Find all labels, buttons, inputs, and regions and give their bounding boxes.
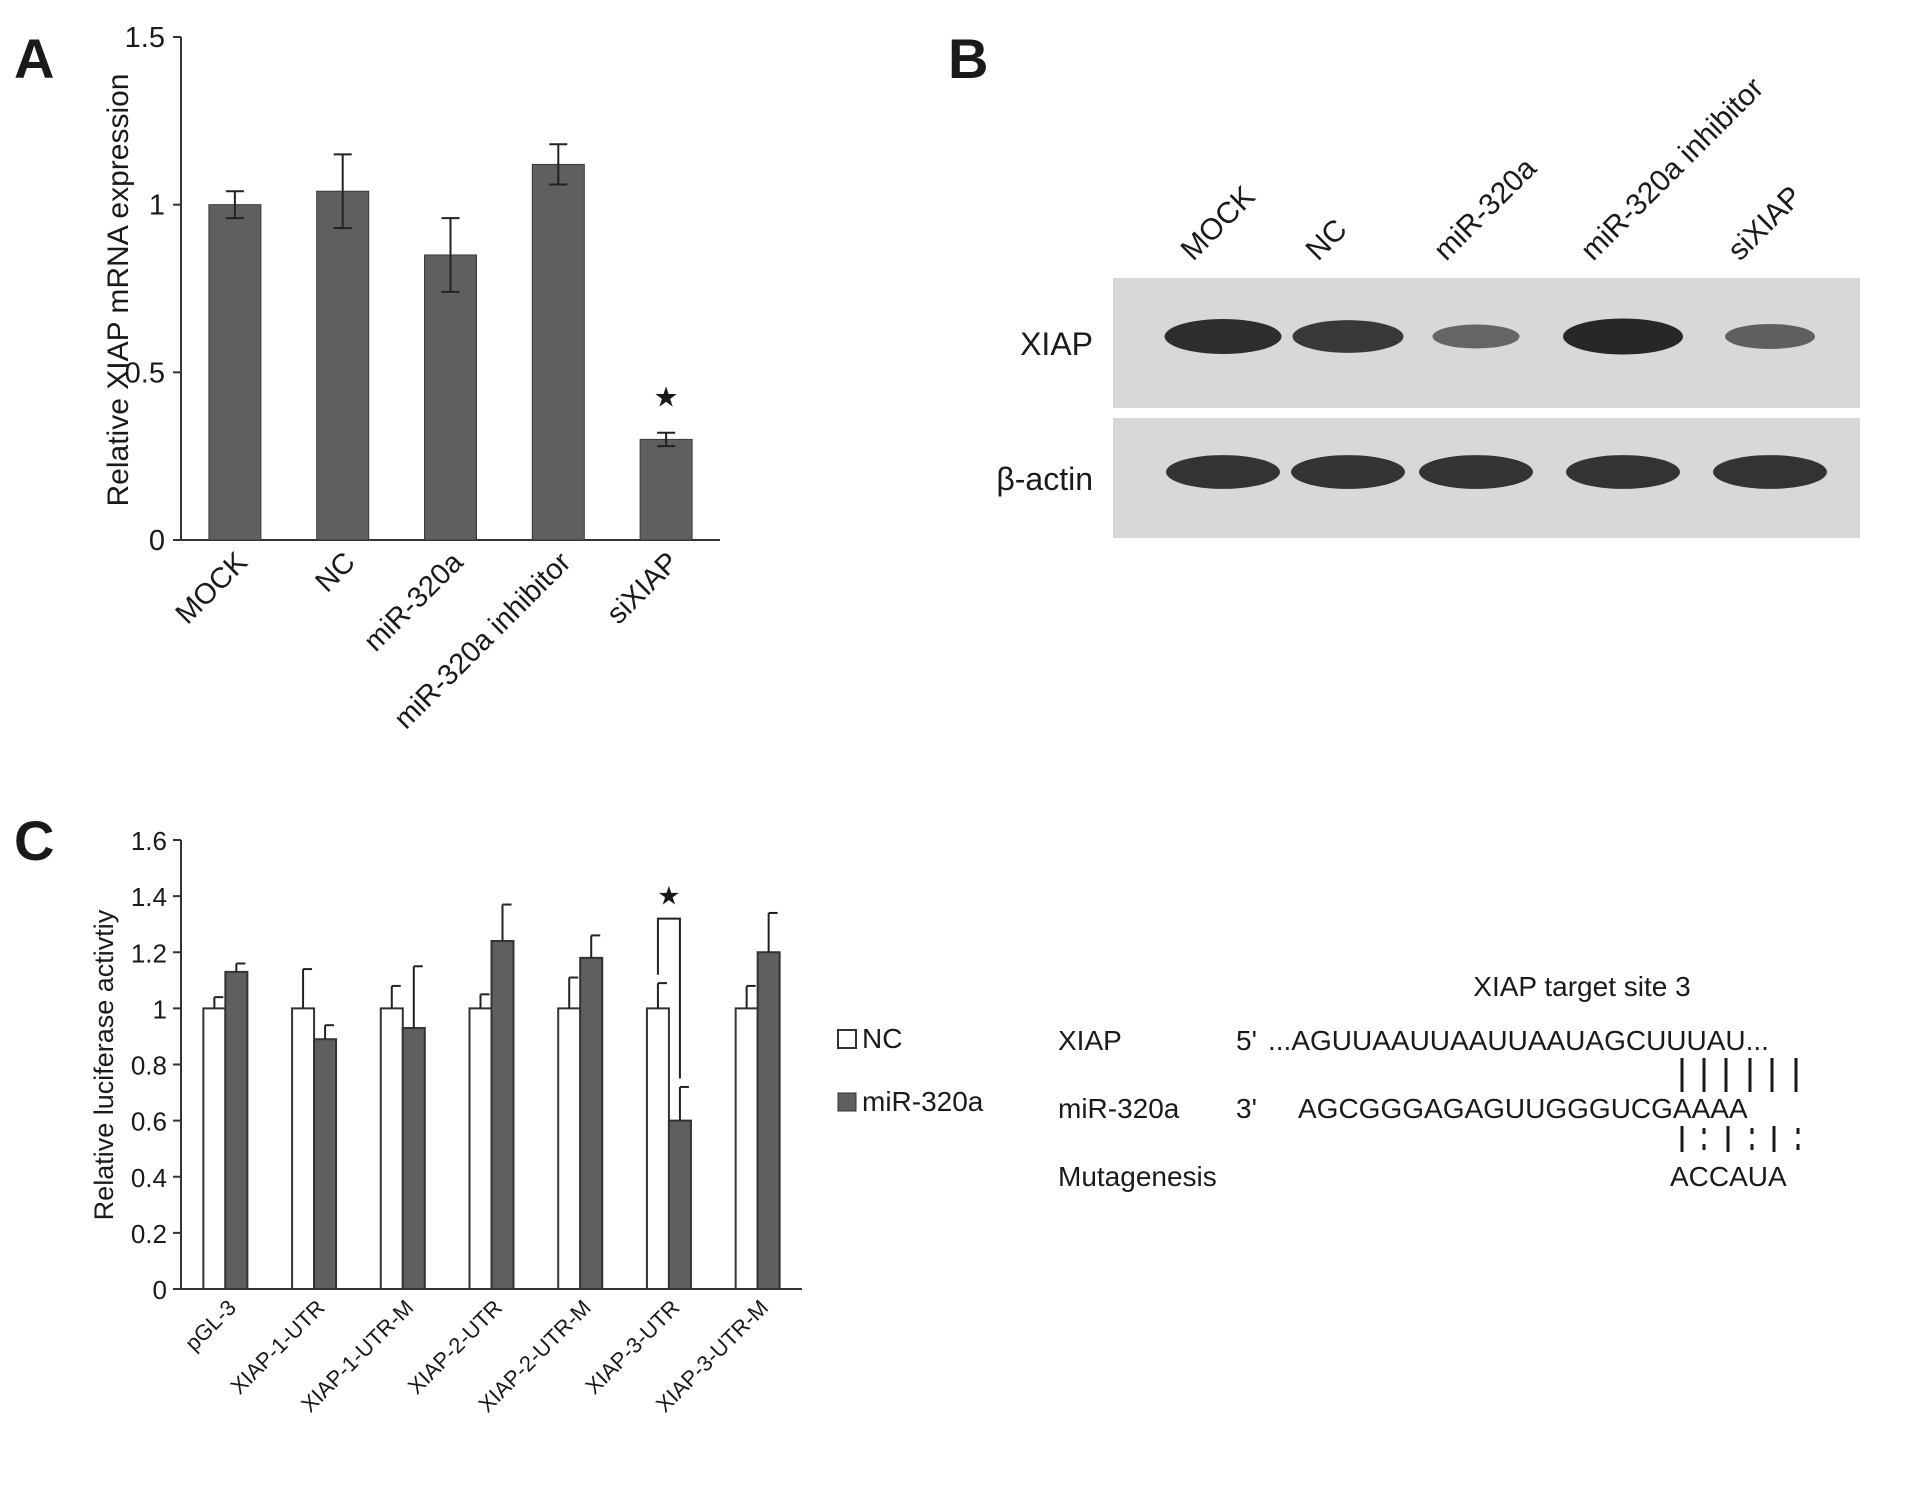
- chart-c-bar-mir-320a-xiap-1-utr-m: [401, 1027, 426, 1291]
- chart-c-bar-mir-320a-pgl-3: [224, 970, 249, 1290]
- chart-c-ytick-label: 0.2: [131, 1219, 167, 1249]
- chart-a-xtick-label-mir-320a-inhibitor: miR-320a inhibitor: [388, 546, 577, 735]
- panel-letter-b: B: [948, 27, 988, 90]
- sequence-row-label-mutagenesis: Mutagenesis: [1058, 1161, 1217, 1192]
- chart-a-xtick-label-mir-320a: miR-320a: [358, 546, 470, 658]
- chart-a-ytick-label: 1.5: [125, 22, 165, 54]
- blot-band-actin: [1566, 455, 1680, 489]
- sequence-xiap: ...AGUUAAUUAAUUAAUAGCUUUAU...: [1268, 1025, 1769, 1056]
- chart-c-bar-nc-pgl-3: [202, 1007, 227, 1290]
- sequence-title: XIAP target site 3: [1473, 971, 1690, 1002]
- chart-c-ytick-label: 1: [153, 994, 167, 1024]
- chart-c-significance-bracket: [656, 917, 681, 1079]
- chart-c-ytick-label: 0.8: [131, 1051, 167, 1081]
- chart-c-ytick-label: 1.4: [131, 882, 167, 912]
- sequence-mutagenesis: ACCAUA: [1670, 1161, 1787, 1192]
- chart-a-ytick-label: 0.5: [125, 357, 165, 389]
- chart-a-xtick-label-mock: MOCK: [170, 546, 255, 631]
- panel-letter-a: A: [14, 27, 54, 90]
- chart-c-ytick-label: 1.6: [131, 826, 167, 856]
- chart-c-ytick-label: 0: [153, 1275, 167, 1305]
- western-blot: MOCK NC miR-320a miR-320a inhibitorsiXIAPXI…: [996, 71, 1860, 538]
- legend-label-nc: NC: [862, 1023, 902, 1054]
- blot-band-xiap: [1164, 319, 1282, 354]
- chart-a-ylabel: Relative XIAP mRNA expression: [102, 74, 135, 507]
- blot-band-xiap: [1292, 320, 1404, 353]
- chart-c: Relative luciferase activtiy 0 0.2 0.4 0.6 0…: [89, 826, 802, 1417]
- blot-band-actin: [1713, 455, 1827, 489]
- chart-c-ytick-label: 1.2: [131, 938, 167, 968]
- sequence-row-end-mir320a: 3': [1236, 1093, 1257, 1124]
- chart-c-legend: NC miR-320a: [837, 1023, 984, 1117]
- blot-row-label-actin: β-actin: [996, 461, 1093, 497]
- chart-a-significance-star: ★: [654, 382, 679, 413]
- chart-c-bar-mir-320a-xiap-3-utr-m: [756, 951, 781, 1290]
- chart-c-bar-nc-xiap-3-utr: [645, 1007, 670, 1290]
- chart-a: Relative XIAP mRNA expression 0 0.5 1 1.5 MO…: [102, 22, 720, 735]
- chart-a-bar-sixiap: [639, 438, 693, 541]
- chart-c-ytick-label: 0.6: [131, 1107, 167, 1137]
- sequence-row-end-xiap: 5': [1236, 1025, 1257, 1056]
- chart-c-bar-nc-xiap-1-utr: [291, 1007, 316, 1290]
- chart-c-bar-mir-320a-xiap-2-utr-m: [579, 956, 604, 1290]
- legend-swatch-nc: [837, 1029, 857, 1049]
- chart-c-ylabel: Relative luciferase activtiy: [89, 909, 119, 1220]
- sequence-row-label-mir320a: miR-320a: [1058, 1093, 1180, 1124]
- pairing-lines-bottom: [1680, 1126, 1800, 1152]
- chart-c-bar-nc-xiap-3-utr-m: [734, 1007, 759, 1290]
- chart-a-ytick-label: 1: [149, 190, 165, 222]
- panel-letter-c: C: [14, 809, 54, 872]
- chart-c-xtick-label-pgl-3: pGL-3: [180, 1295, 241, 1356]
- chart-c-bar-nc-xiap-2-utr: [468, 1007, 493, 1290]
- sequence-alignment: XIAP target site 3 XIAP 5' ...AGUUAAUUAA…: [1058, 971, 1800, 1192]
- chart-a-bar-mock: [208, 204, 262, 541]
- sequence-mir320a: AGCGGGAGAGUUGGGUCGAAAA: [1298, 1093, 1748, 1124]
- legend-swatch-mir320a: [837, 1092, 857, 1112]
- pairing-lines-top: [1680, 1058, 1798, 1092]
- blot-lane-label-nc: NC: [1300, 213, 1354, 267]
- chart-c-bar-nc-xiap-2-utr-m: [557, 1007, 582, 1290]
- blot-band-actin: [1419, 455, 1533, 489]
- chart-a-bar-mir-320a-inhibitor: [531, 163, 585, 541]
- chart-c-bar-nc-xiap-1-utr-m: [379, 1007, 404, 1290]
- chart-a-xtick-label-sixiap: siXIAP: [601, 546, 685, 630]
- chart-a-ytick-label: 0: [149, 525, 165, 557]
- blot-lane-label-mir-320a: miR-320a: [1428, 151, 1544, 267]
- blot-band-xiap: [1432, 324, 1520, 349]
- blot-band-actin: [1291, 455, 1405, 489]
- chart-a-bar-mir-320a: [424, 254, 477, 541]
- chart-c-significance-star: ★: [657, 881, 680, 911]
- blot-lane-label-sixiap: siXIAP: [1722, 180, 1809, 267]
- blot-band-xiap: [1563, 318, 1683, 355]
- blot-lane-label-mock: MOCK: [1175, 180, 1262, 267]
- chart-c-bar-mir-320a-xiap-2-utr: [490, 940, 515, 1291]
- chart-a-xtick-label-nc: NC: [309, 546, 361, 598]
- blot-band-xiap: [1725, 324, 1815, 349]
- blot-row-label-xiap: XIAP: [1020, 326, 1093, 362]
- sequence-row-label-xiap: XIAP: [1058, 1025, 1122, 1056]
- legend-label-mir320a: miR-320a: [862, 1086, 984, 1117]
- chart-c-ytick-label: 0.4: [131, 1163, 167, 1193]
- blot-band-actin: [1166, 455, 1280, 489]
- chart-c-bar-mir-320a-xiap-3-utr: [667, 1119, 692, 1290]
- chart-c-bar-mir-320a-xiap-1-utr: [313, 1038, 338, 1291]
- chart-a-bar-nc: [316, 190, 370, 541]
